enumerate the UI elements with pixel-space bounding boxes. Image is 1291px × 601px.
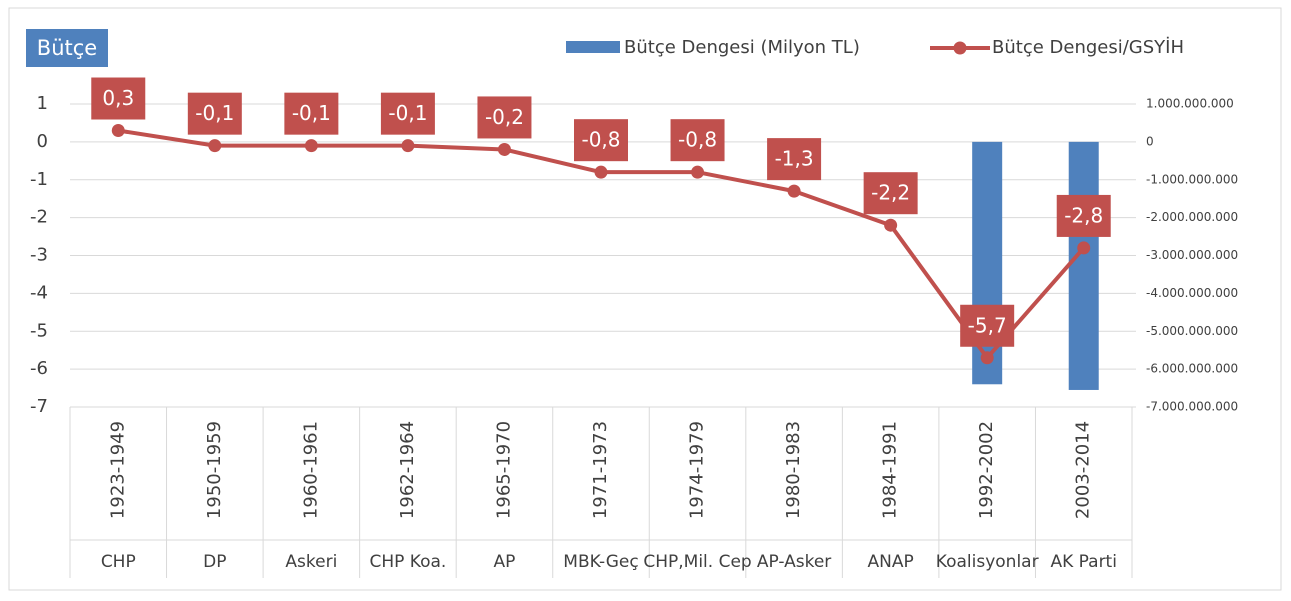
x-tick-label: 1992-2002 — [976, 421, 997, 519]
data-label-box — [91, 77, 146, 120]
data-label: -0,2 — [485, 105, 524, 129]
x-tick-label: 1950-1959 — [204, 421, 225, 519]
y2-tick-label: -2.000.000.000 — [1146, 210, 1238, 224]
x-tick-label: 1971-1973 — [590, 421, 611, 519]
data-label-box — [187, 92, 242, 135]
legend-swatch — [566, 41, 620, 53]
line-marker — [980, 351, 994, 365]
x-tick-label: 1980-1983 — [783, 421, 804, 519]
data-label-box — [960, 304, 1015, 347]
x-tick-label: 1974-1979 — [687, 421, 708, 519]
x-tick-label: 1923-1949 — [107, 421, 128, 519]
data-label: -2,8 — [1064, 203, 1103, 227]
line-marker — [691, 165, 705, 179]
legend-marker — [953, 41, 967, 55]
y-tick-label: -5 — [30, 320, 48, 341]
y-tick-label: -6 — [30, 358, 48, 379]
x-group-label: AK Parti — [1050, 552, 1116, 572]
y2-tick-label: -5.000.000.000 — [1146, 324, 1238, 338]
data-label: -2,2 — [871, 181, 910, 205]
y2-tick-label: -6.000.000.000 — [1146, 362, 1238, 376]
x-tick-label: 1962-1964 — [397, 421, 418, 519]
x-tick-label: 2003-2014 — [1073, 421, 1094, 519]
data-label: -1,3 — [775, 147, 814, 171]
data-label-box — [380, 92, 435, 135]
x-group-label: Askeri — [285, 552, 337, 572]
y-tick-label: -3 — [30, 245, 48, 266]
y-tick-label: -7 — [30, 396, 48, 417]
y2-tick-label: -1.000.000.000 — [1146, 172, 1238, 186]
x-group-label: CHP,Mil. Cep — [643, 552, 751, 572]
legend-label: Bütçe Dengesi (Milyon TL) — [624, 37, 860, 58]
y2-tick-label: 1.000.000.000 — [1146, 97, 1234, 111]
bar — [1068, 141, 1099, 390]
data-label-box — [863, 172, 918, 215]
data-label-box — [574, 119, 628, 162]
x-group-label: ANAP — [868, 552, 914, 572]
x-group-label: CHP — [101, 552, 136, 572]
y-tick-label: 0 — [37, 131, 48, 152]
x-tick-label: 1984-1991 — [880, 421, 901, 519]
data-label-box — [477, 96, 532, 139]
x-group-label: MBK-Geç — [563, 552, 638, 572]
data-label: -0,8 — [678, 128, 717, 152]
line-marker — [111, 124, 125, 138]
data-label-box — [1056, 194, 1111, 237]
line-marker — [401, 139, 415, 153]
data-label: -5,7 — [968, 313, 1007, 337]
data-label: 0,3 — [102, 86, 134, 110]
data-label-box — [767, 138, 822, 181]
y2-tick-label: 0 — [1146, 134, 1154, 148]
y-tick-label: -2 — [30, 207, 48, 228]
x-tick-label: 1965-1970 — [493, 421, 514, 519]
line-marker — [208, 139, 222, 153]
y2-tick-label: -4.000.000.000 — [1146, 286, 1238, 300]
line-marker — [884, 218, 898, 232]
x-group-label: AP — [494, 552, 516, 572]
y-tick-label: 1 — [37, 93, 48, 114]
line-marker — [1077, 241, 1091, 255]
chart-title: Bütçe — [37, 36, 97, 60]
line-marker — [787, 184, 801, 198]
y2-tick-label: -3.000.000.000 — [1146, 248, 1238, 262]
line-marker — [594, 165, 608, 179]
x-group-label: DP — [203, 552, 226, 572]
x-group-label: Koalisyonlar — [936, 552, 1039, 572]
line-marker — [304, 139, 318, 153]
x-group-label: AP-Asker — [757, 552, 831, 572]
y-tick-label: -1 — [30, 169, 48, 190]
data-label: -0,1 — [388, 101, 427, 125]
y2-tick-label: -7.000.000.000 — [1146, 400, 1238, 414]
data-label-box — [670, 119, 725, 162]
title-box — [26, 29, 108, 67]
data-label: -0,8 — [581, 128, 620, 152]
data-label-box — [284, 92, 339, 135]
legend-label: Bütçe Dengesi/GSYİH — [992, 37, 1184, 58]
x-group-label: CHP Koa. — [369, 552, 446, 572]
line-marker — [497, 142, 511, 156]
y-tick-label: -4 — [30, 282, 48, 303]
data-label: -0,1 — [292, 101, 331, 125]
x-tick-label: 1960-1961 — [300, 421, 321, 519]
data-label: -0,1 — [195, 101, 234, 125]
